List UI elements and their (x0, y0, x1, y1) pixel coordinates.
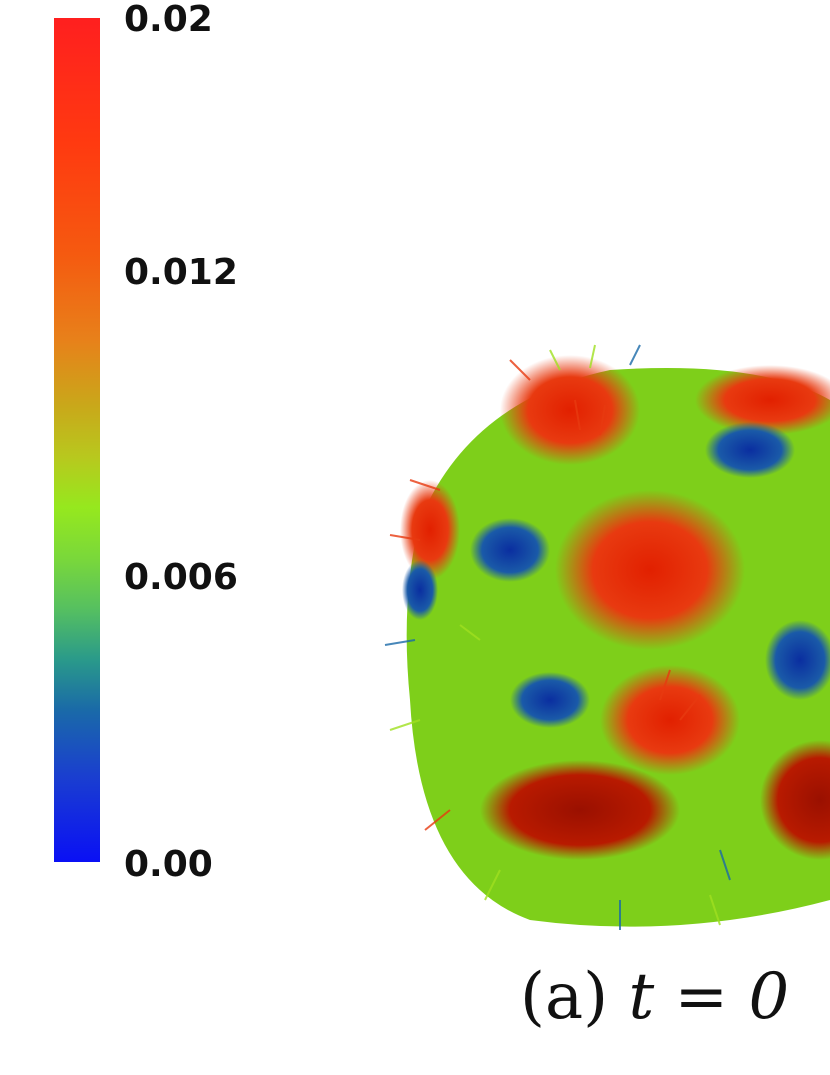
cold-spot-right (765, 620, 830, 700)
surface-plot (384, 344, 830, 930)
colorbar-tick-mid-high: 0.012 (124, 252, 238, 293)
dark-spot-bottom (480, 760, 680, 860)
hot-spot-lower (600, 665, 740, 775)
dark-spot-bottom-right (760, 740, 830, 860)
cold-spot-left (470, 518, 550, 582)
colorbar-tick-max: 0.02 (124, 0, 213, 40)
caption-label: (a) (520, 960, 609, 1034)
colorbar (54, 18, 100, 862)
hot-spot-left (400, 480, 460, 580)
vector-arrows (384, 344, 731, 930)
figure-caption: (a) t = 0 (520, 965, 789, 1029)
hot-spot-top (500, 355, 640, 465)
hot-spot-top-right (695, 365, 830, 435)
cold-spot-top-right (705, 422, 795, 478)
colorbar-tick-min: 0.00 (124, 844, 213, 885)
caption-equation: t = 0 (628, 960, 790, 1034)
cold-spot-lower-left (510, 672, 590, 728)
hot-spot-center (555, 490, 745, 650)
cold-spot-edge (402, 560, 438, 620)
colorbar-tick-mid-low: 0.006 (124, 557, 238, 598)
